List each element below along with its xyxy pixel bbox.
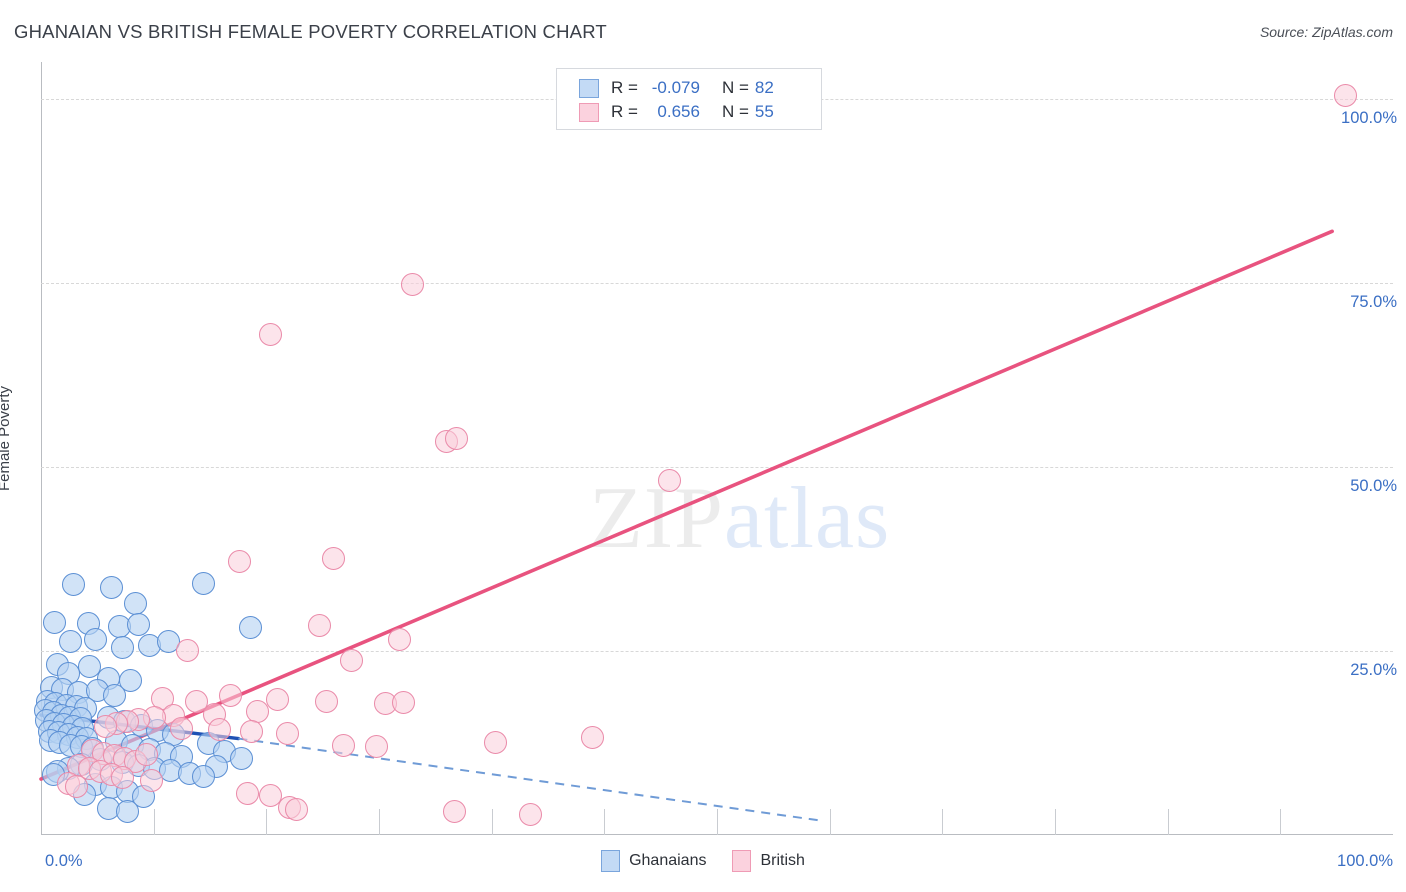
- gridline-500: [41, 466, 1393, 468]
- stats-row-ghanaians: R = -0.079 N = 82: [579, 76, 821, 100]
- data-point-british: [207, 718, 231, 742]
- watermark: ZIPatlas: [589, 468, 890, 569]
- data-point-british: [332, 733, 356, 757]
- data-point-british: [444, 426, 468, 450]
- x-axis-label-min: 0.0%: [45, 852, 83, 870]
- data-point-british: [658, 468, 682, 492]
- data-point-ghanaians: [43, 610, 67, 634]
- data-point-british: [236, 782, 260, 806]
- legend-label: British: [760, 852, 805, 869]
- data-point-british: [443, 799, 467, 823]
- data-point-british: [170, 716, 194, 740]
- stats-n-value: 55: [754, 102, 774, 121]
- data-point-british: [364, 735, 388, 759]
- data-point-british: [218, 684, 242, 708]
- data-point-ghanaians: [110, 635, 134, 659]
- data-point-british: [275, 721, 299, 745]
- stats-r-value: -0.079: [651, 78, 700, 97]
- stats-r-value: 0.656: [657, 102, 700, 121]
- data-point-ghanaians: [61, 573, 85, 597]
- legend-swatch-ghanaians: [601, 850, 621, 872]
- y-axis-title: Female Poverty: [0, 386, 13, 492]
- x-axis-tick: [942, 809, 944, 835]
- data-point-ghanaians: [99, 576, 123, 600]
- data-point-ghanaians: [118, 668, 142, 692]
- x-axis-tick: [604, 809, 606, 835]
- data-point-british: [401, 272, 425, 296]
- y-axis-label: 25.0%: [1350, 660, 1397, 679]
- plot-area: ZIPatlas: [33, 62, 1393, 835]
- stats-n-value: 82: [754, 78, 774, 97]
- stats-r-label: R =: [611, 78, 638, 97]
- x-axis-tick: [266, 809, 268, 835]
- data-point-ghanaians: [59, 629, 83, 653]
- stats-swatch-ghanaians: [579, 78, 599, 98]
- data-point-british: [321, 547, 345, 571]
- data-point-british: [1334, 83, 1358, 107]
- data-point-ghanaians: [78, 654, 102, 678]
- x-axis-tick: [1055, 809, 1056, 835]
- watermark-atlas: atlas: [724, 470, 891, 567]
- data-point-british: [110, 766, 134, 790]
- data-point-ghanaians: [83, 627, 107, 651]
- data-point-ghanaians: [102, 684, 126, 708]
- data-point-british: [483, 730, 507, 754]
- data-point-ghanaians: [126, 612, 150, 636]
- data-point-british: [518, 802, 542, 826]
- y-axis-label: 50.0%: [1350, 476, 1397, 495]
- data-point-british: [64, 774, 88, 798]
- x-axis-tick: [379, 809, 380, 835]
- data-point-ghanaians: [191, 571, 215, 595]
- series-legend: Ghanaians British: [0, 850, 1406, 872]
- data-point-british: [140, 769, 164, 793]
- legend-item-ghanaians[interactable]: Ghanaians: [601, 850, 706, 872]
- trend-lines: [39, 229, 1334, 822]
- legend-label: Ghanaians: [629, 852, 707, 869]
- y-axis-label: 100.0%: [1341, 108, 1397, 127]
- page-title: GHANAIAN VS BRITISH FEMALE POVERTY CORRE…: [14, 21, 607, 42]
- data-point-british: [175, 639, 199, 663]
- data-point-ghanaians: [191, 764, 215, 788]
- watermark-zip: ZIP: [589, 470, 724, 567]
- stats-row-british: R = 0.656 N = 55: [579, 100, 821, 124]
- data-point-ghanaians: [124, 592, 148, 616]
- data-point-ghanaians: [116, 799, 140, 823]
- gridline-750: [41, 282, 1393, 284]
- data-point-british: [387, 627, 411, 651]
- data-point-british: [285, 797, 309, 821]
- correlation-stats-legend: R = -0.079 N = 82 R = 0.656 N = 55: [556, 68, 822, 130]
- data-point-british: [184, 689, 208, 713]
- data-point-british: [340, 649, 364, 673]
- data-point-british: [581, 726, 605, 750]
- data-point-british: [134, 743, 158, 767]
- x-axis-tick: [717, 809, 718, 835]
- data-point-british: [314, 690, 338, 714]
- stats-swatch-british: [579, 102, 599, 122]
- x-axis-tick: [491, 809, 493, 835]
- stats-n-label: N =: [721, 102, 749, 121]
- stats-r-label: R =: [611, 102, 638, 121]
- data-point-british: [228, 549, 252, 573]
- data-point-british: [94, 714, 118, 738]
- x-axis-tick: [1167, 809, 1169, 835]
- legend-swatch-british: [732, 850, 752, 872]
- data-point-british: [259, 322, 283, 346]
- data-point-british: [308, 614, 331, 638]
- x-axis-label-max: 100.0%: [1337, 852, 1393, 870]
- data-point-british: [259, 783, 283, 807]
- x-axis-tick: [1280, 809, 1282, 835]
- y-axis-label: 75.0%: [1350, 292, 1397, 311]
- data-point-ghanaians: [229, 746, 253, 770]
- source-label: Source: ZipAtlas.com: [1259, 24, 1393, 40]
- data-point-ghanaians: [239, 615, 263, 639]
- data-point-british: [391, 690, 415, 714]
- x-axis-tick: [829, 809, 831, 835]
- stats-n-label: N =: [721, 78, 749, 97]
- legend-item-british[interactable]: British: [732, 850, 805, 872]
- data-point-british: [240, 719, 264, 743]
- gridline-250: [41, 650, 1393, 652]
- x-axis-tick: [153, 809, 155, 835]
- data-point-british: [266, 688, 290, 712]
